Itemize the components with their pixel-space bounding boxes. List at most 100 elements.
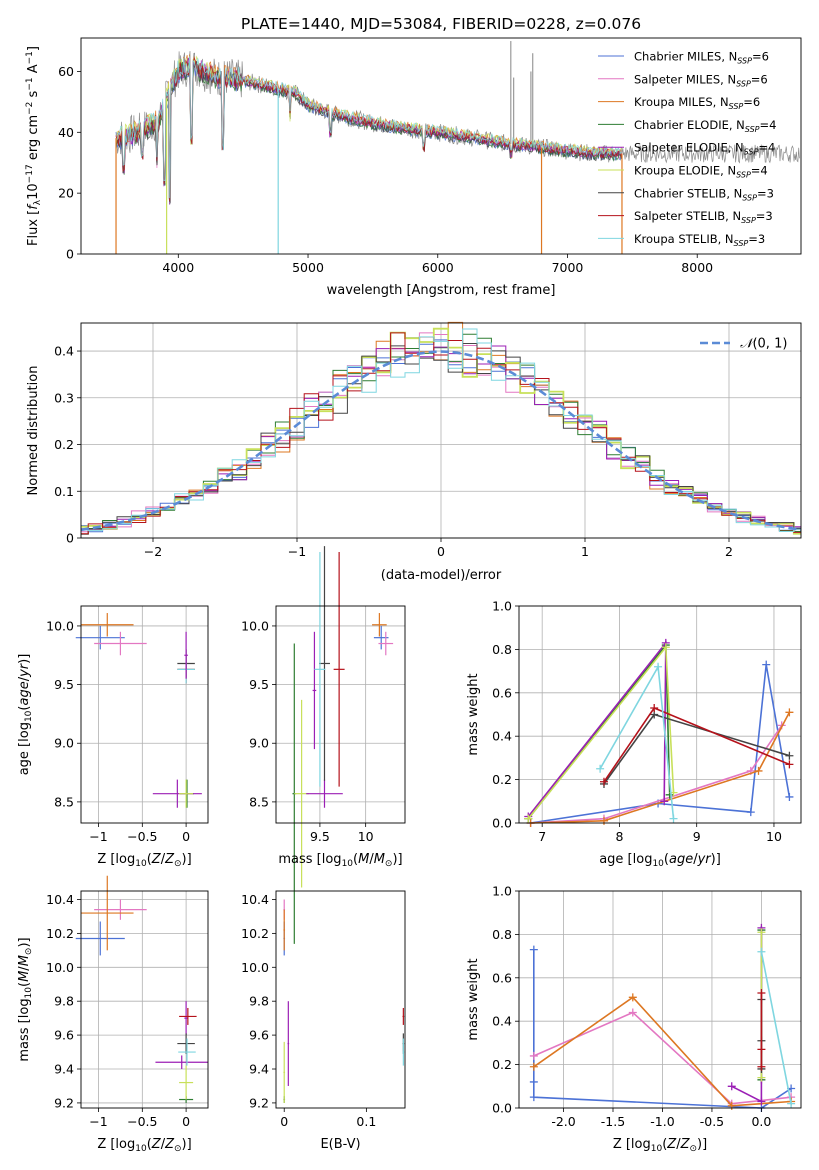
y-tick-label: 1.0	[492, 884, 512, 899]
y-axis-label: Flux [fλ10−17 erg cm−2 s−1 A−1]	[25, 46, 43, 246]
weight-marker-salpeter_miles	[529, 1051, 538, 1060]
y-tick-label: 0.6	[492, 685, 512, 700]
age-vs-mass-panel: 9.5 10 8.5 9.0 9.5 10.0 mass [log10(M/M⊙)]	[241, 546, 406, 944]
weight-marker-chabrier_miles	[529, 1093, 538, 1102]
legend-label: 𝒩(0, 1)	[740, 337, 787, 352]
y-tick-label: 10.0	[241, 618, 269, 633]
y-tick-label: 8.5	[249, 794, 269, 809]
x-tick-label: −1	[288, 544, 306, 559]
y-tick-label: 8.5	[54, 794, 74, 809]
x-tick-label: 10	[766, 829, 782, 844]
x-tick-label: 0	[437, 544, 445, 559]
x-tick-label: 8000	[681, 260, 713, 275]
x-tick-label: 0	[182, 1114, 190, 1129]
x-tick-label: 0.0	[751, 1114, 771, 1129]
weight-marker-salpeter_miles	[628, 1008, 637, 1017]
weight-marker-kroupa_stelib	[654, 662, 663, 671]
observed-spectrum-line	[115, 51, 800, 204]
weight-marker-kroupa_stelib	[669, 814, 678, 823]
legend-label: Chabrier STELIB, NSSP=3	[634, 186, 774, 202]
x-tick-label: −0.5	[127, 1114, 157, 1129]
y-tick-label: 0.4	[492, 1014, 512, 1029]
y-tick-label: 0.6	[492, 970, 512, 985]
y-tick-label: 10.4	[241, 892, 269, 907]
y-tick-label: 0.2	[492, 772, 512, 787]
axes-frame	[80, 37, 802, 255]
y-tick-label: 9.6	[54, 1028, 74, 1043]
x-axis-label: E(B-V)	[320, 1137, 360, 1152]
axes-frame	[275, 890, 406, 1109]
y-tick-label: 9.2	[249, 1095, 269, 1110]
weight-marker-chabrier_miles	[762, 660, 771, 669]
weight-line-kroupa_miles	[530, 711, 791, 824]
weight-marker-salpeter_stelib	[650, 703, 659, 712]
axes-frame	[80, 890, 209, 1109]
y-tick-label: 9.0	[249, 736, 269, 751]
x-tick-label: -2.0	[551, 1114, 575, 1129]
weight-marker-chabrier_stelib	[785, 751, 794, 760]
age-vs-metallicity-panel: −1 −0.5 0 8.5 9.0 9.5 10.0 Z [log10(Z/Z⊙)] age […	[17, 605, 209, 869]
mass-vs-ebv-panel: 0 0.1 9.2 9.4 9.6 9.8 10.0 10.2 10.4 E(B-V)	[241, 890, 406, 1152]
weight-marker-salpeter_stelib	[599, 777, 608, 786]
y-tick-label: 10.0	[46, 960, 74, 975]
x-tick-label: 5000	[292, 260, 324, 275]
y-tick-label: 60	[58, 64, 74, 79]
x-axis-label: Z [log10(Z/Z⊙)]	[97, 1137, 191, 1154]
weight-marker-kroupa_elodie	[524, 814, 533, 823]
figure-title: PLATE=1440, MJD=53084, FIBERID=0228, z=0…	[241, 15, 641, 33]
weight-marker-kroupa_miles	[754, 766, 763, 775]
x-axis-label: Z [log10(Z/Z⊙)]	[97, 852, 191, 869]
y-tick-label: 0.0	[492, 816, 512, 831]
y-tick-label: 0.2	[492, 1057, 512, 1072]
weight-marker-salpeter_elodie	[660, 797, 669, 806]
x-tick-label: -0.5	[700, 1114, 724, 1129]
weight-marker-salpeter_elodie	[727, 1082, 736, 1091]
axes-frame	[80, 605, 209, 824]
x-tick-label: 9	[693, 829, 701, 844]
weight-marker-salpeter_stelib	[785, 760, 794, 769]
weight-marker-kroupa_miles	[599, 816, 608, 825]
x-tick-label: −1	[89, 1114, 107, 1129]
weight-marker-salpeter_stelib	[757, 988, 766, 997]
y-tick-label: 0.4	[54, 344, 74, 359]
weight-marker-chabrier_miles	[529, 945, 538, 954]
x-tick-label: −2	[144, 544, 162, 559]
y-tick-label: 0.8	[492, 927, 512, 942]
spectrum-panel: 4000 5000 6000 7000 8000 0 20 40 60 wavelength [A…	[25, 37, 802, 298]
legend-label: Salpeter ELODIE, NSSP=4	[634, 141, 775, 157]
y-tick-label: 0	[66, 531, 74, 546]
y-axis-label: mass [log10(M/M⊙)]	[17, 937, 34, 1061]
y-tick-label: 0.0	[492, 1101, 512, 1116]
y-axis-label: age [log10(age/yr)]	[17, 654, 34, 776]
y-axis-label: mass weight	[466, 673, 481, 755]
histogram-step-chabrier_stelib	[81, 343, 801, 535]
y-tick-label: 9.8	[54, 994, 74, 1009]
y-tick-label: 9.2	[54, 1095, 74, 1110]
model-spectrum-line-kroupa_elodie	[115, 55, 622, 200]
weight-marker-salpeter_stelib	[757, 1045, 766, 1054]
y-tick-label: 9.5	[249, 677, 269, 692]
histogram-step-kroupa_elodie	[81, 327, 801, 535]
y-tick-label: 0.1	[54, 484, 74, 499]
legend-label: Kroupa STELIB, NSSP=3	[634, 232, 765, 248]
y-tick-label: 0.8	[492, 642, 512, 657]
y-tick-label: 0.3	[54, 390, 74, 405]
weight-marker-kroupa_stelib	[787, 1099, 796, 1108]
y-tick-label: 10.0	[46, 618, 74, 633]
y-tick-label: 0.4	[492, 729, 512, 744]
weight-marker-salpeter_elodie	[757, 1097, 766, 1106]
legend-label: Chabrier MILES, NSSP=6	[634, 50, 769, 66]
massweight-vs-age-panel: 7 8 9 10 0.0 0.2 0.4 0.6 0.8 1.0 age [log10(age/yr…	[466, 599, 802, 869]
x-tick-label: 7000	[552, 260, 584, 275]
y-tick-label: 9.4	[249, 1062, 269, 1077]
x-tick-label: 7	[538, 829, 546, 844]
weight-marker-kroupa_elodie	[757, 1073, 766, 1082]
x-tick-label: 2	[725, 544, 733, 559]
weight-marker-kroupa_stelib	[757, 947, 766, 956]
weight-marker-kroupa_miles	[785, 708, 794, 717]
y-tick-label: 20	[58, 186, 74, 201]
y-tick-label: 40	[58, 125, 74, 140]
weight-marker-kroupa_miles	[529, 1062, 538, 1071]
x-axis-label: Z [log10(Z/Z⊙)]	[613, 1137, 707, 1154]
axes-frame	[275, 605, 406, 824]
